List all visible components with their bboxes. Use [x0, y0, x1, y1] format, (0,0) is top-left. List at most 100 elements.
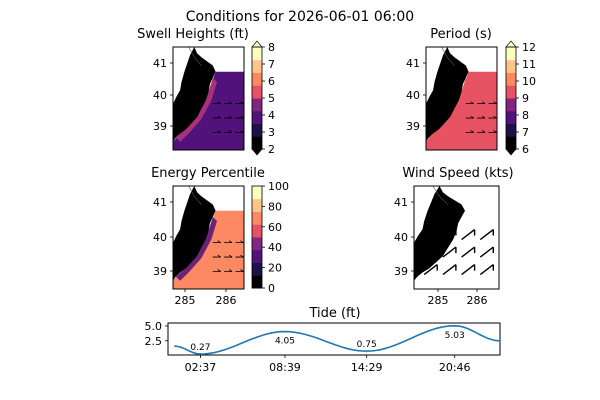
- swell-arrow: [235, 254, 244, 258]
- tide-x-tick-label: 20:46: [439, 361, 471, 374]
- colorbar-tick-label: 8: [268, 41, 275, 54]
- colorbar-segment: [506, 85, 516, 99]
- state-border: [441, 46, 455, 66]
- axes-frame: [172, 46, 245, 151]
- axes-frame: [413, 185, 500, 290]
- colorbar-tick-label: 0: [268, 282, 275, 295]
- panel-energy: Energy Percentile 39 40 41 285 286 0 20 40 60 80 10…: [151, 166, 289, 307]
- swell-arrow: [224, 269, 233, 272]
- swell-arrow: [212, 130, 221, 133]
- colorbar-tick-label: 60: [268, 221, 282, 234]
- land-mass: [173, 186, 216, 281]
- lat-tick-label: 40: [394, 231, 408, 244]
- wind-barb: [479, 264, 494, 276]
- colorbar-tick-label: 6: [522, 143, 529, 156]
- axes-frame: [172, 185, 245, 290]
- lat-tick-label: 39: [153, 265, 167, 278]
- colorbar-tick-label: 100: [268, 180, 289, 193]
- colorbar-tick-label: 20: [268, 262, 282, 275]
- tide-extreme-label: 0.75: [357, 340, 377, 350]
- colorbar-tick-label: 11: [522, 58, 536, 71]
- land-mass: [426, 47, 469, 142]
- tide-extreme-label: 4.05: [275, 337, 295, 347]
- colorbar-extend-bottom: [505, 148, 517, 156]
- lat-tick-label: 40: [153, 231, 167, 244]
- swell-arrow: [235, 101, 244, 105]
- lat-tick-label: 40: [406, 89, 420, 102]
- colorbar-extend-bottom: [251, 148, 263, 156]
- sea-nearshore-band: [175, 216, 218, 281]
- colorbar-tick-label: 3: [268, 126, 275, 139]
- colorbar-segment: [506, 123, 516, 137]
- colorbar-segment: [252, 47, 262, 61]
- land-mass: [173, 47, 216, 142]
- colorbar-tick-label: 6: [268, 75, 275, 88]
- swell-arrow: [235, 269, 244, 272]
- swell-arrow: [488, 130, 497, 133]
- colorbar-segment: [252, 110, 262, 124]
- colorbar-tick-label: 4: [268, 109, 275, 122]
- panel-title-wind: Wind Speed (kts): [402, 166, 513, 181]
- colorbar-extend-top: [251, 40, 263, 48]
- wind-barb: [423, 246, 438, 258]
- swell-arrow: [212, 101, 221, 105]
- colorbar-segment: [252, 123, 262, 137]
- lon-tick-label: 286: [216, 294, 237, 307]
- panel-swell: Swell Heights (ft) 39 40 41 2 3 4 5 6 7 8: [137, 27, 275, 156]
- colorbar-tick-label: 9: [522, 92, 529, 105]
- tide-title: Tide (ft): [308, 306, 360, 321]
- colorbar-segment: [506, 136, 516, 150]
- swell-arrow: [212, 254, 221, 258]
- swell-arrow: [235, 130, 244, 133]
- wind-barb: [442, 264, 457, 276]
- colorbar-segment: [506, 47, 516, 61]
- colorbar-swell: 2 3 4 5 6 7 8: [251, 40, 275, 156]
- lat-tick-label: 41: [406, 57, 420, 70]
- lat-tick-label: 39: [153, 120, 167, 133]
- state-border: [432, 185, 449, 205]
- wind-barb: [461, 246, 476, 258]
- lat-tick-label: 39: [394, 265, 408, 278]
- colorbar-tick-label: 7: [522, 126, 529, 139]
- colorbar-segment: [252, 211, 262, 225]
- panel-title-energy: Energy Percentile: [151, 166, 265, 181]
- tide-x-tick-label: 02:37: [185, 361, 217, 374]
- swell-arrow: [224, 130, 233, 133]
- colorbar-tick-label: 12: [522, 41, 536, 54]
- colorbar-segment: [252, 224, 262, 238]
- land-mass: [414, 186, 465, 281]
- swell-arrow: [488, 115, 497, 119]
- colorbar-segment: [252, 249, 262, 263]
- swell-arrow: [488, 101, 497, 105]
- colorbar-period: 6 7 8 9 10 11 12: [505, 40, 536, 156]
- colorbar-segment: [252, 98, 262, 112]
- lat-tick-label: 41: [153, 57, 167, 70]
- wind-barb: [461, 264, 476, 276]
- swell-arrow: [212, 240, 221, 244]
- wind-barb: [442, 229, 457, 241]
- swell-arrow: [465, 115, 474, 119]
- wind-barb: [461, 229, 476, 241]
- panel-title-swell: Swell Heights (ft): [137, 27, 249, 42]
- colorbar-extend-top: [505, 40, 517, 48]
- colorbar-tick-label: 80: [268, 200, 282, 213]
- colorbar-segment: [252, 136, 262, 150]
- lon-tick-label: 285: [175, 294, 196, 307]
- sea-nearshore-band: [175, 77, 218, 142]
- state-border: [188, 185, 202, 205]
- lat-tick-label: 41: [153, 196, 167, 209]
- colorbar-segment: [506, 110, 516, 124]
- swell-arrow: [477, 101, 486, 105]
- lon-tick-label: 286: [467, 294, 488, 307]
- wind-barb: [423, 229, 438, 241]
- colorbar-segment: [252, 85, 262, 99]
- wind-barb: [423, 264, 438, 276]
- swell-arrow: [465, 101, 474, 105]
- lat-tick-label: 40: [153, 89, 167, 102]
- swell-arrow: [477, 130, 486, 133]
- colorbar-tick-label: 40: [268, 241, 282, 254]
- colorbar-segment: [506, 59, 516, 73]
- figure-title: Conditions for 2026-06-01 06:00: [186, 9, 414, 25]
- tide-extreme-label: 0.27: [190, 343, 210, 353]
- tide-line: [174, 324, 501, 355]
